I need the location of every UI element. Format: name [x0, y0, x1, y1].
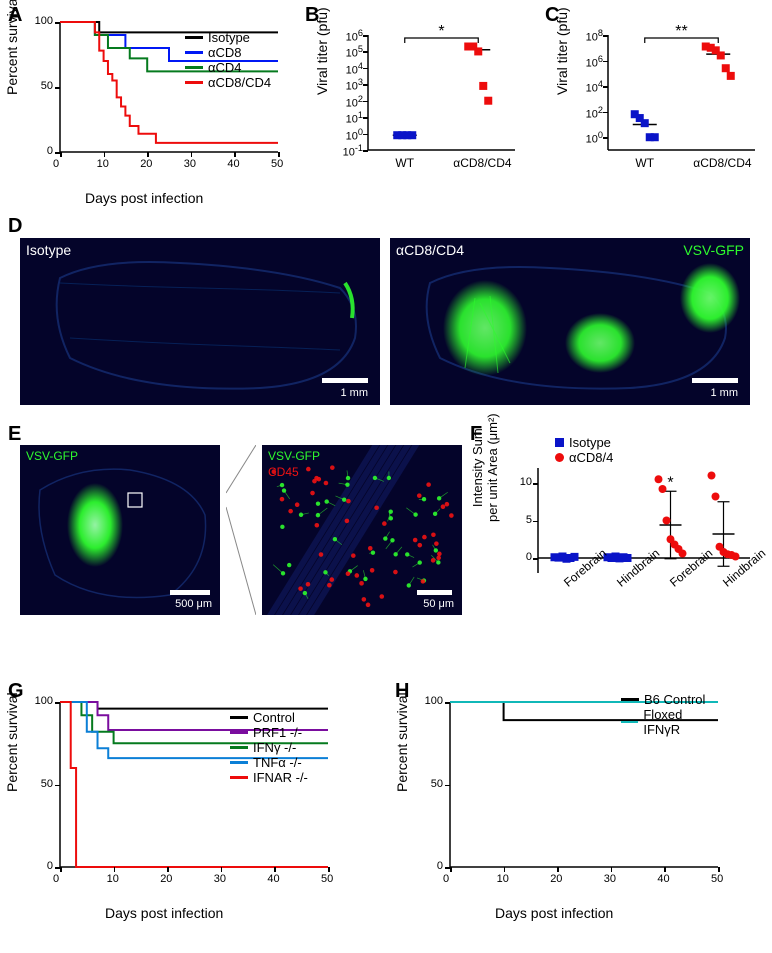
legend-item: B6 Control: [621, 692, 720, 707]
panel-h-xlabel: Days post infection: [495, 905, 613, 921]
panel-b-svg: *: [360, 20, 520, 170]
legend-label: TNFα -/-: [253, 755, 302, 770]
panel-f: * 0510ForebrainHindbrainForebrainHindbra…: [530, 440, 755, 605]
legend-item: αCD4: [185, 60, 271, 75]
legend-item: IFNAR -/-: [230, 770, 308, 785]
panel-e-right-scale: 50 μm: [423, 598, 454, 610]
panel-e-left-scale: 500 μm: [175, 598, 212, 610]
panel-b-ylabel: Viral titer (pfu): [314, 7, 330, 95]
panel-f-ylabel: Intensity Sum per unit Area (μm²): [470, 413, 500, 522]
panel-h-ylabel: Percent survival: [394, 692, 410, 792]
legend-label: PRF1 -/-: [253, 725, 302, 740]
panel-g-xlabel: Days post infection: [105, 905, 223, 921]
panel-a: 05010001020304050 Percent survival Days …: [55, 20, 280, 170]
panel-c: ** 100102104106108WTαCD8/CD4 Viral titer…: [600, 20, 760, 170]
scale-bar-icon: [322, 378, 368, 383]
legend-label: αCD8: [208, 45, 242, 60]
panel-e: VSV-GFP 500 μm VSV-GFP CD45 50 μm: [20, 445, 462, 615]
legend-item: αCD8: [185, 45, 271, 60]
panel-d-image-depleted: αCD8/CD4 VSV-GFP 1 mm: [390, 238, 750, 405]
panel-g-ylabel: Percent survival: [4, 692, 20, 792]
panel-a-ylabel: Percent survival: [4, 0, 20, 95]
legend-item: Floxed IFNγR: [621, 707, 720, 737]
legend-label: Control: [253, 710, 295, 725]
legend-item: Control: [230, 710, 308, 725]
svg-text:*: *: [667, 474, 673, 491]
legend-label: Isotype: [208, 30, 250, 45]
legend-item: αCD8/CD4: [185, 75, 271, 90]
panel-d-image-isotype: Isotype 1 mm: [20, 238, 380, 405]
legend-label: αCD8/4: [569, 450, 613, 465]
panel-e-image-right: VSV-GFP CD45 50 μm: [262, 445, 462, 615]
legend-label: Isotype: [569, 435, 611, 450]
scale-bar-icon: [692, 378, 738, 383]
figure-root: A 05010001020304050 Percent survival Day…: [0, 0, 772, 953]
panel-h: 05010001020304050 Percent survival Days …: [445, 700, 720, 885]
panel-e-label: E: [8, 423, 21, 446]
svg-text:**: **: [675, 23, 687, 40]
panel-a-xlabel: Days post infection: [85, 190, 203, 206]
panel-d: Isotype 1 mm αCD8/CD4 VSV-GFP: [20, 238, 750, 405]
scale-bar-icon: [170, 590, 210, 595]
panel-h-legend: B6 ControlFloxed IFNγR: [621, 692, 720, 737]
legend-item: IFNγ -/-: [230, 740, 308, 755]
panel-d-iso-scale: 1 mm: [341, 387, 369, 399]
legend-item: PRF1 -/-: [230, 725, 308, 740]
panel-d-dep-scale: 1 mm: [711, 387, 739, 399]
legend-label: IFNγ -/-: [253, 740, 296, 755]
legend-item: TNFα -/-: [230, 755, 308, 770]
scale-bar-icon: [417, 590, 452, 595]
panel-e-image-left: VSV-GFP 500 μm: [20, 445, 220, 615]
legend-item: Isotype: [185, 30, 271, 45]
svg-text:*: *: [438, 23, 444, 40]
panel-e-connector: [226, 445, 256, 615]
legend-item: αCD8/4: [555, 450, 613, 465]
legend-label: Floxed IFNγR: [643, 707, 720, 737]
panel-g-legend: ControlPRF1 -/-IFNγ -/-TNFα -/-IFNAR -/-: [230, 710, 308, 785]
panel-c-ylabel: Viral titer (pfu): [554, 7, 570, 95]
panel-c-svg: **: [600, 20, 760, 170]
legend-label: αCD8/CD4: [208, 75, 271, 90]
legend-label: B6 Control: [644, 692, 705, 707]
legend-item: Isotype: [555, 435, 613, 450]
panel-d-label: D: [8, 215, 22, 238]
panel-a-legend: IsotypeαCD8αCD4αCD8/CD4: [185, 30, 271, 90]
legend-label: αCD4: [208, 60, 242, 75]
panel-f-legend: IsotypeαCD8/4: [555, 435, 613, 465]
legend-label: IFNAR -/-: [253, 770, 308, 785]
panel-b: * 10-1100101102103104105106WTαCD8/CD4 Vi…: [360, 20, 520, 170]
panel-g: 05010001020304050 Percent survival Days …: [55, 700, 330, 885]
